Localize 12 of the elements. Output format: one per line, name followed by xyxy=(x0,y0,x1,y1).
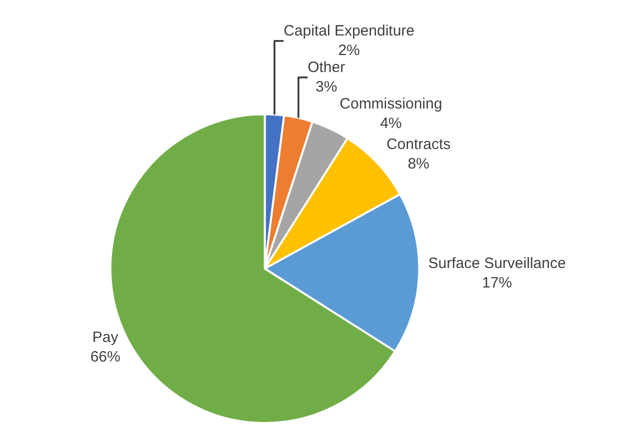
slice-label: Capital Expenditure xyxy=(284,22,415,40)
data-label: 2% xyxy=(338,42,360,60)
data-label: 4% xyxy=(380,115,402,132)
data-label: 3% xyxy=(315,78,338,96)
data-label: 17% xyxy=(482,274,512,292)
data-label: 66% xyxy=(90,348,120,366)
slice-label: Surface Surveillance xyxy=(428,255,566,272)
slice-label: Pay xyxy=(92,328,119,346)
slice-label: Contracts xyxy=(386,136,451,154)
slice-label: Commissioning xyxy=(340,96,442,113)
slice-label: Other xyxy=(308,59,346,76)
data-label: 8% xyxy=(408,156,430,173)
